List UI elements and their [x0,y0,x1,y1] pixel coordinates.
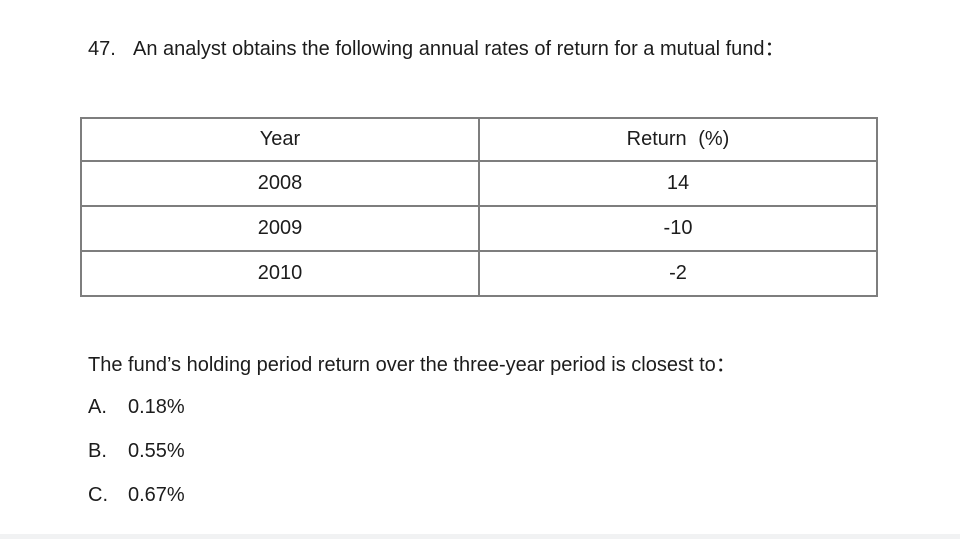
annual-returns-table: Year Return (%) 2008 14 2009 -10 2010 -2 [80,117,878,297]
choice-letter: B. [88,440,107,462]
choice-value: 0.18% [128,396,185,418]
answer-choice-c: C. 0.67% [88,483,185,507]
question-intro-line: 47. An analyst obtains the following annu… [88,37,785,61]
table-header-row: Year Return (%) [80,117,878,162]
table-row: 2010 -2 [80,250,878,297]
header-year: Year [80,117,480,162]
choice-letter: C. [88,484,108,506]
choice-value: 0.67% [128,484,185,506]
year-cell: 2010 [80,250,480,297]
return-cell: 14 [478,160,878,207]
question-prompt: The fund’s holding period return over th… [88,354,736,376]
answer-choice-b: B. 0.55% [88,439,185,463]
table-row: 2009 -10 [80,205,878,252]
return-cell: -10 [478,205,878,252]
choice-value: 0.55% [128,440,185,462]
question-number: 47. [88,38,116,60]
choice-letter: A. [88,396,107,418]
year-cell: 2009 [80,205,480,252]
return-cell: -2 [478,250,878,297]
bottom-edge-bar [0,534,960,539]
table-row: 2008 14 [80,160,878,207]
answer-choice-a: A. 0.18% [88,395,185,419]
question-intro-text: An analyst obtains the following annual … [133,38,785,60]
header-return: Return (%) [478,117,878,162]
year-cell: 2008 [80,160,480,207]
